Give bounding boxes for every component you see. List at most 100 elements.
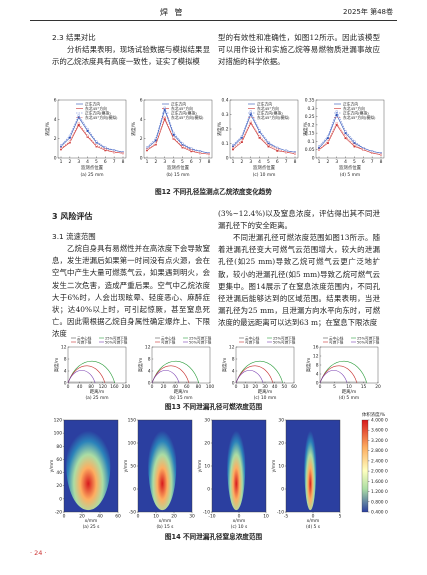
- data-point: [353, 140, 356, 143]
- contour: [67, 370, 96, 384]
- x-axis-label: 距离/m: [342, 388, 357, 395]
- data-point: [240, 135, 243, 138]
- x-tick-label: 30: [189, 514, 195, 520]
- data-point: [172, 136, 175, 139]
- colorbar-tick-label: 0.400 0: [371, 510, 388, 516]
- x-tick-label: 4: [172, 159, 175, 165]
- y-axis-label: 高度/m: [137, 358, 144, 373]
- legend-label: 正东方向: [85, 102, 100, 107]
- x-tick-label: 2: [240, 159, 243, 165]
- y-tick-label: 4: [54, 117, 57, 123]
- x-tick-label: 2: [326, 159, 329, 165]
- colorbar: [361, 419, 369, 513]
- data-point: [86, 134, 89, 137]
- subsection-title: 3.1 流速范围: [52, 232, 96, 241]
- legend-label: 东北45°方向: [85, 106, 107, 111]
- contour: [235, 365, 274, 384]
- x-tick-label: 2: [154, 159, 157, 165]
- x-tick-label: -5: [284, 514, 289, 520]
- data-point: [249, 120, 252, 123]
- data-point: [326, 135, 329, 138]
- x-axis-label: 距离/m: [90, 388, 105, 395]
- x-tick-label: 4: [258, 159, 261, 165]
- y-axis-label: y/mm: [197, 460, 203, 473]
- colorbar-tick-label: 1.200 0: [371, 489, 388, 495]
- y-tick-label: 0.35: [305, 98, 315, 104]
- y-tick-label: 16: [313, 345, 319, 351]
- data-point: [181, 142, 184, 145]
- y-axis-label: y/mm: [271, 460, 277, 473]
- data-point: [326, 142, 329, 145]
- x-tick-label: 5: [267, 159, 270, 165]
- y-axis-label: 高度/m: [221, 358, 228, 373]
- y-tick-label: 0: [59, 496, 62, 502]
- data-point: [380, 153, 382, 156]
- y-tick-label: 2: [140, 136, 143, 142]
- y-tick-label: 0.15: [305, 131, 315, 137]
- paragraph: 型的有效性和准确性，如图12所示。因此该模型可以用作设计和实施乙烷等易燃物质泄漏…: [218, 33, 380, 67]
- y-tick-label: 10: [204, 464, 210, 470]
- y-tick-label: 0.1: [222, 141, 229, 147]
- subfigure-label: (b) 15 s: [157, 524, 175, 530]
- y-tick-label: 12: [313, 354, 319, 360]
- data-point: [344, 137, 347, 140]
- y-tick-label: 0.3: [308, 106, 315, 112]
- contour: [319, 365, 358, 384]
- legend-label: 东北45°方向(模拟): [343, 115, 376, 120]
- data-point: [86, 128, 89, 130]
- y-tick-label: -50: [129, 510, 136, 516]
- figure-caption: 图12 不同孔径监测点乙烷浓度变化趋势: [155, 188, 272, 196]
- plot-frame: [315, 99, 385, 159]
- data-point: [285, 151, 288, 154]
- legend-label: 可燃下限: [77, 340, 92, 345]
- x-tick-label: 10: [153, 514, 159, 520]
- data-point: [154, 142, 157, 145]
- x-tick-label: 7: [285, 159, 288, 165]
- contour: [151, 365, 190, 384]
- x-tick-label: 8: [380, 159, 383, 165]
- colorbar-tick-label: 2.800 0: [371, 448, 388, 454]
- data-point: [68, 134, 71, 137]
- data-point: [172, 133, 175, 136]
- data-point: [326, 137, 329, 140]
- heatmap-plume: [66, 421, 111, 511]
- x-tick-label: 160: [110, 384, 119, 390]
- colorbar-tick-label: 2.000 0: [371, 469, 388, 475]
- x-tick-label: 0: [63, 514, 66, 520]
- data-point: [362, 148, 365, 151]
- subfigure-label: (c) 10 s: [231, 524, 248, 530]
- paragraph: (3%~12.4%)以及窒息浓度，评估得出其不同泄漏孔径下的安全距离。: [218, 209, 380, 231]
- data-line: [318, 124, 382, 155]
- data-point: [318, 145, 320, 148]
- x-tick-label: 6: [362, 159, 365, 165]
- data-point: [60, 147, 62, 150]
- y-tick-label: 50: [130, 464, 136, 470]
- legend-label: 可燃下限: [161, 340, 176, 345]
- x-tick-label: 0: [235, 384, 238, 390]
- data-point: [249, 110, 252, 113]
- legend-label: 云中心线: [77, 336, 92, 341]
- plot-frame: [235, 346, 295, 384]
- plot-frame: [319, 346, 379, 384]
- figure-caption: 图13 不同泄漏孔径可燃浓度范围: [164, 403, 263, 411]
- y-tick-label: 0.05: [305, 147, 315, 153]
- plot-frame: [57, 99, 127, 159]
- x-tick-label: 3: [335, 159, 338, 165]
- y-tick-label: 20: [278, 441, 284, 447]
- data-point: [77, 114, 80, 117]
- y-tick-label: 4: [64, 369, 67, 375]
- plot-frame: [67, 346, 127, 384]
- x-tick-label: 8: [122, 159, 125, 165]
- x-axis-label: 监测点位置: [167, 164, 190, 171]
- page-number: · 24 ·: [30, 549, 47, 557]
- data-line: [232, 121, 296, 154]
- y-tick-label: 0: [140, 156, 143, 162]
- subfigure-label: (a) 25 mm: [80, 172, 103, 178]
- legend-label: 东北45°方向(模拟): [171, 115, 204, 120]
- contour: [67, 365, 106, 384]
- y-tick-label: 0: [226, 156, 229, 162]
- paragraph: 不同泄漏孔径可燃浓度范围如图13所示。随着泄漏孔径变大可燃气云范围增大，较大的泄…: [218, 233, 380, 328]
- legend-label: 东北45°方向: [171, 106, 193, 111]
- legend-label: 50%可燃下限: [273, 340, 296, 345]
